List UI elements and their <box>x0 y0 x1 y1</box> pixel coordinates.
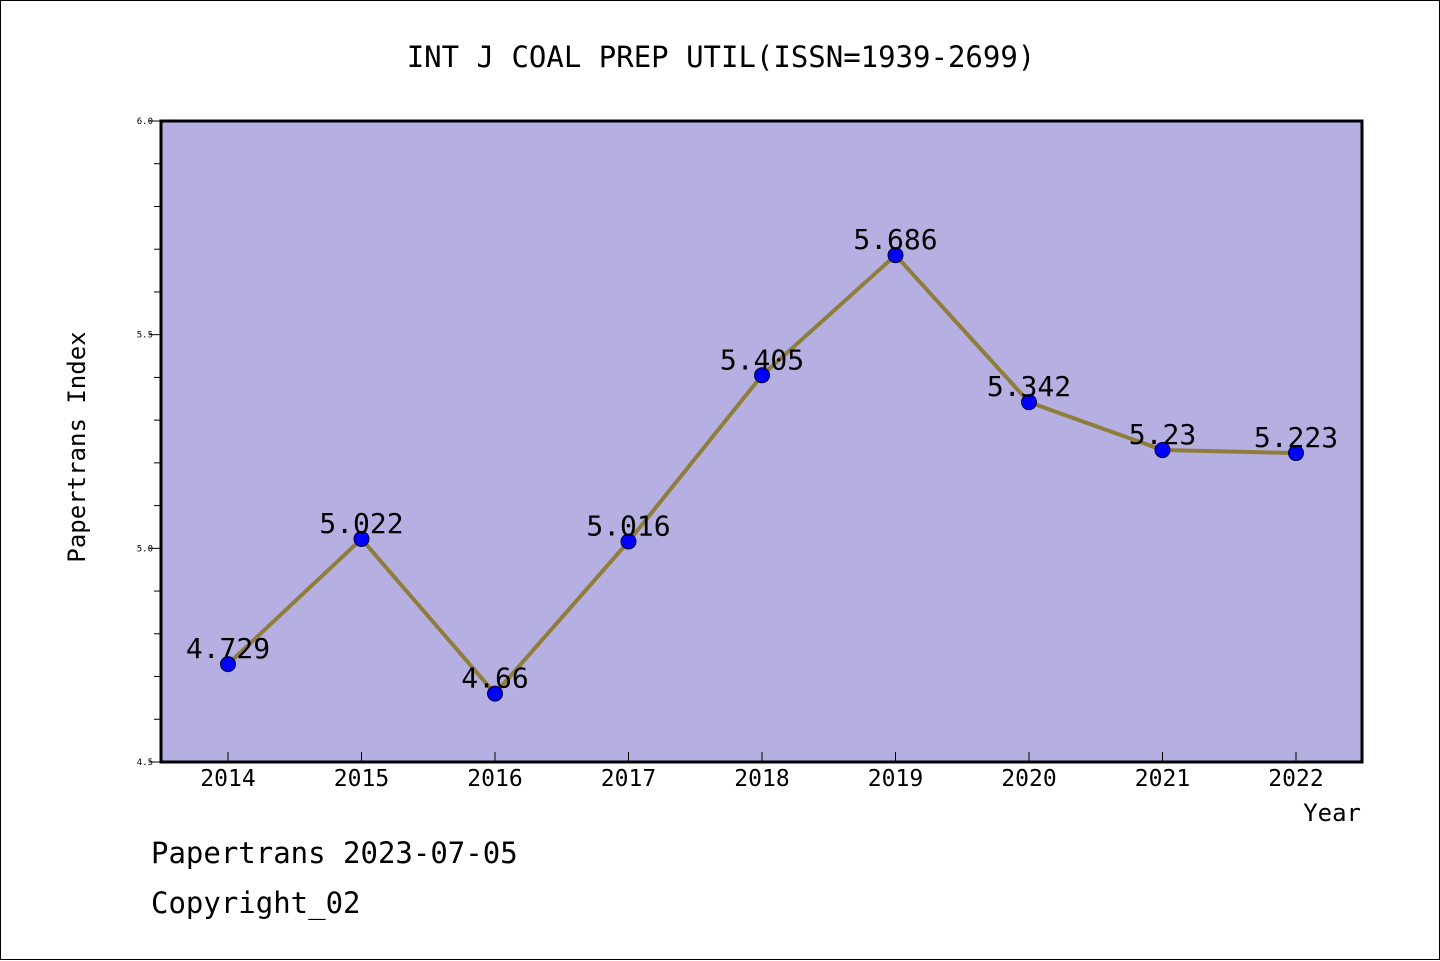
data-label: 5.23 <box>1129 418 1196 451</box>
data-point <box>620 533 637 550</box>
plot-area <box>159 119 1364 764</box>
data-label: 4.66 <box>461 662 528 695</box>
data-label: 5.223 <box>1254 421 1338 454</box>
data-point <box>487 685 503 702</box>
y-tick-label: 5.5 <box>137 331 153 341</box>
data-point <box>1288 445 1304 462</box>
data-label: 5.405 <box>720 343 804 376</box>
data-label: 5.016 <box>586 509 670 542</box>
data-point <box>220 656 236 673</box>
x-tick-label: 2017 <box>601 766 656 792</box>
footer-copyright: Copyright_02 <box>151 886 361 920</box>
x-tick-label: 2015 <box>334 766 389 792</box>
data-label: 5.022 <box>319 507 403 540</box>
x-axis: 2014 2015 2016 2017 2018 2019 2020 2021 2022 <box>200 752 1324 792</box>
x-tick-label: 2014 <box>200 766 255 792</box>
x-axis-label: Year <box>1303 799 1361 827</box>
footer-date: Papertrans 2023-07-05 <box>151 836 518 870</box>
data-point <box>754 367 770 384</box>
x-tick-label: 2018 <box>734 766 789 792</box>
x-tick-label: 2016 <box>467 766 522 792</box>
y-axis: 4.5 5.0 5.5 6.0 <box>137 117 161 768</box>
series-layer: 4.729 5.022 4.66 5.016 5.405 5.686 5.342 5.23 5.… <box>186 223 1338 702</box>
y-tick-label: 4.5 <box>137 758 153 768</box>
x-tick-label: 2019 <box>868 766 923 792</box>
data-label: 4.729 <box>186 632 270 665</box>
data-point <box>887 247 904 264</box>
x-tick-label: 2020 <box>1001 766 1056 792</box>
data-point <box>1021 394 1037 411</box>
data-label: 5.342 <box>987 370 1071 403</box>
y-tick-label: 5.0 <box>137 544 153 554</box>
y-axis-label: Papertrans Index <box>63 331 91 562</box>
data-point <box>1154 442 1171 459</box>
x-tick-label: 2021 <box>1135 766 1190 792</box>
y-tick-label: 6.0 <box>137 117 153 127</box>
x-tick-label: 2022 <box>1268 766 1323 792</box>
chart-title: INT J COAL PREP UTIL(ISSN=1939-2699) <box>407 40 1036 74</box>
data-point <box>353 530 370 547</box>
data-label: 5.686 <box>853 223 937 256</box>
